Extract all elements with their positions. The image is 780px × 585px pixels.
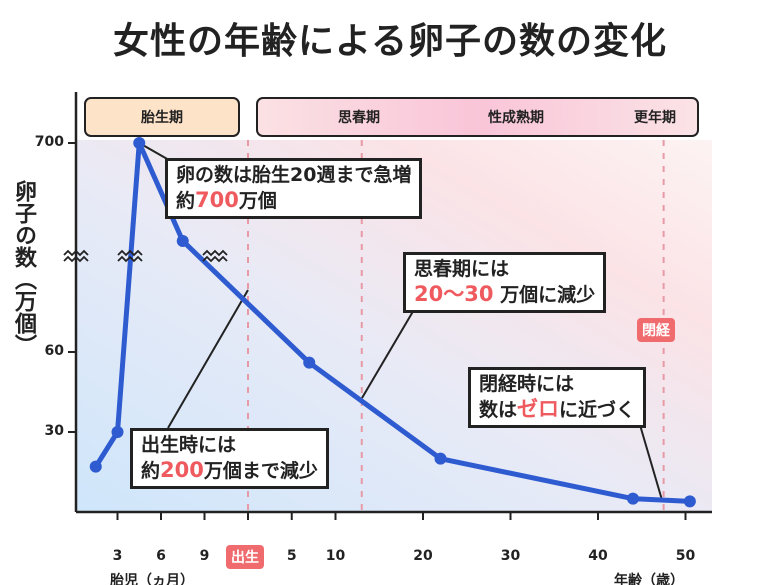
x-tick-label: 9 bbox=[199, 548, 210, 564]
data-point bbox=[89, 460, 102, 473]
annotation-text: 万個まで減少 bbox=[203, 460, 318, 482]
x-tick-label: 3 bbox=[112, 548, 123, 564]
annotation-birth: 出生時には 約200万個まで減少 bbox=[130, 428, 329, 489]
data-point bbox=[133, 137, 146, 149]
chart-title: 女性の年齢による卵子の数の変化 bbox=[113, 21, 667, 62]
x-tick-label: 6 bbox=[156, 548, 166, 564]
annotation-number: 200 bbox=[160, 458, 204, 482]
axis-break-mark bbox=[117, 249, 143, 257]
x-tick-label: 30 bbox=[500, 548, 521, 564]
phase-label: 胎生期 bbox=[141, 110, 183, 126]
x-tick-label: 50 bbox=[675, 548, 696, 564]
x-tick-label: 40 bbox=[588, 548, 608, 564]
phase-label-reproductive: 性成熟期 bbox=[488, 110, 544, 126]
x-axis-label-fetal: 胎児（ヵ月） bbox=[110, 573, 194, 585]
annotation-text: 思春期には bbox=[414, 258, 510, 280]
x-axis-label-age: 年齢（歳） bbox=[614, 573, 684, 585]
annotation-number: 700 bbox=[195, 188, 239, 212]
axis-break-mark bbox=[202, 255, 228, 263]
menopause-badge: 閉経 bbox=[637, 318, 675, 342]
annotation-text: 約 bbox=[141, 460, 161, 482]
data-point bbox=[303, 356, 316, 369]
annotation-text: 卵の数は胎生20週まで急増 bbox=[176, 164, 412, 186]
y-tick: 30 bbox=[44, 423, 64, 439]
annotation-number: ゼロ bbox=[517, 397, 560, 421]
phase-label-puberty: 思春期 bbox=[338, 110, 380, 126]
axis-break-mark bbox=[202, 249, 228, 257]
data-point bbox=[176, 234, 189, 247]
data-point bbox=[627, 492, 639, 505]
y-tick: 60 bbox=[44, 343, 64, 359]
x-tick-label: 5 bbox=[286, 548, 297, 564]
phase-life: 思春期 性成熟期 更年期 bbox=[256, 97, 699, 137]
annotation-puberty: 思春期には 20〜30 万個に減少 bbox=[403, 252, 607, 313]
annotation-text: 出生時には bbox=[141, 434, 237, 456]
data-point bbox=[111, 426, 124, 438]
phase-label-menopause: 更年期 bbox=[634, 110, 676, 126]
y-axis-label: 卵子の数（万個） bbox=[11, 180, 36, 356]
x-tick-label: 20 bbox=[413, 548, 433, 564]
annotation-text: 閉経時には bbox=[479, 373, 575, 395]
x-tick-label: 10 bbox=[325, 548, 346, 564]
annotation-peak: 卵の数は胎生20週まで急増 約700万個 bbox=[165, 158, 423, 219]
annotation-menopause: 閉経時には 数はゼロに近づく bbox=[468, 367, 647, 428]
axis-break-mark bbox=[63, 255, 89, 263]
phase-fetal: 胎生期 bbox=[84, 97, 240, 137]
birth-badge: 出生 bbox=[226, 545, 264, 569]
annotation-text: に近づく bbox=[559, 399, 636, 421]
axis-break-mark bbox=[117, 255, 143, 263]
annotation-leader bbox=[361, 307, 416, 399]
data-point bbox=[683, 495, 696, 508]
y-tick: 700 bbox=[34, 134, 64, 150]
annotation-text: 約 bbox=[176, 190, 196, 212]
data-point bbox=[434, 452, 447, 465]
annotation-text: 万個に減少 bbox=[493, 284, 596, 306]
annotation-text: 数は bbox=[479, 399, 518, 421]
annotation-leader bbox=[167, 289, 249, 429]
annotation-leader bbox=[639, 424, 663, 501]
annotation-number: 20〜30 bbox=[414, 282, 494, 306]
annotation-text: 万個 bbox=[238, 190, 277, 212]
series-line bbox=[93, 140, 690, 504]
axis-break-mark bbox=[63, 249, 89, 257]
